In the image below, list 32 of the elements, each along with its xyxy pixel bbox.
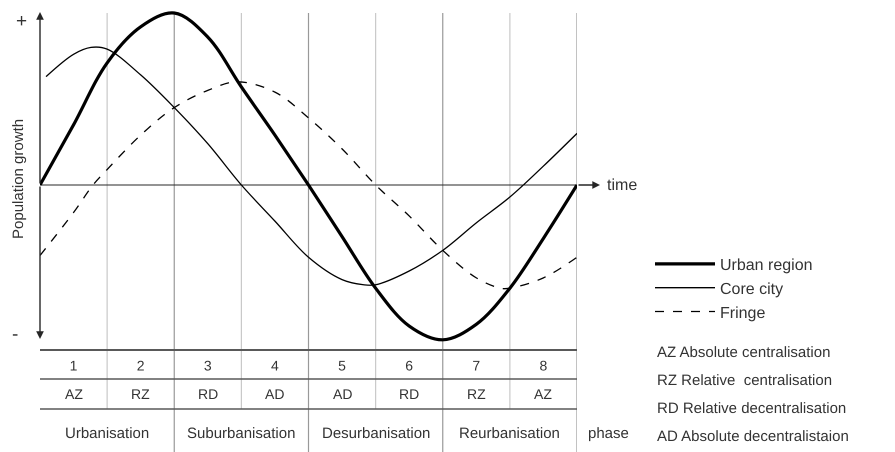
text: AD	[265, 386, 284, 402]
text: Urbanisation	[65, 425, 150, 442]
x-tick-label: 2	[136, 358, 145, 374]
text: RD	[198, 386, 218, 402]
x-tick-label: 4	[271, 358, 280, 374]
text: +	[16, 11, 28, 32]
text: Reurbanisation	[459, 425, 560, 442]
text: RD Relative decentralisation	[657, 400, 846, 417]
text: -	[12, 324, 18, 345]
x-tick-label: 5	[338, 358, 346, 374]
legend-label: Core city	[720, 280, 784, 298]
x-tick-label: 8	[540, 358, 548, 374]
x-axis-title: time	[607, 177, 638, 194]
text: AZ	[65, 386, 84, 402]
text: Suburbanisation	[187, 425, 296, 442]
y-axis-title: Population growth	[10, 118, 27, 239]
text: RZ Relative centralisation	[657, 372, 832, 389]
legend-label: Urban region	[720, 257, 812, 274]
x-tick-label: 7	[472, 358, 480, 374]
text: Desurbanisation	[322, 425, 430, 442]
text: AZ Absolute centralisation	[657, 344, 830, 361]
text: RD	[399, 386, 420, 402]
x-tick-label: 6	[405, 358, 414, 374]
x-tick-label: 1	[70, 358, 78, 374]
legend-label: Fringe	[720, 304, 766, 322]
text: AZ	[534, 386, 552, 402]
text: AD	[333, 386, 352, 402]
text: RZ	[131, 386, 150, 402]
text: phase	[588, 425, 629, 442]
text: RZ	[467, 386, 486, 402]
x-tick-label: 3	[204, 358, 212, 374]
text: AD Absolute decentralistaion	[657, 428, 849, 445]
